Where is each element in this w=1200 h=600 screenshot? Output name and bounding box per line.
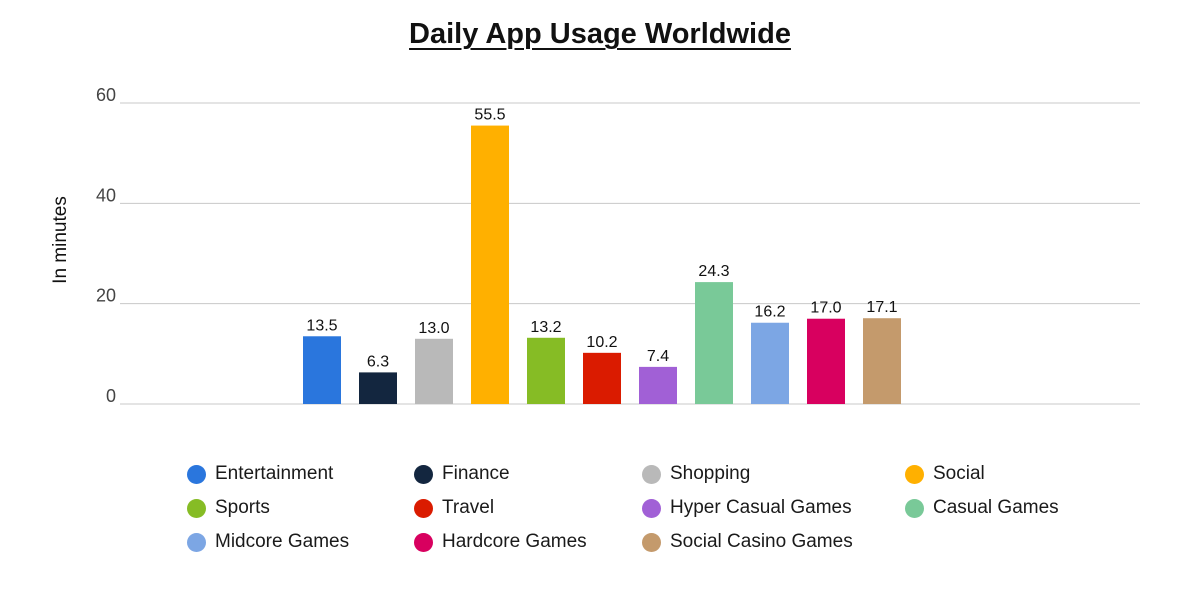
legend-swatch — [414, 498, 433, 518]
legend-item: Sports — [187, 496, 270, 520]
bar-social — [471, 125, 509, 404]
y-axis-ticks: 0 20 40 60 — [96, 85, 116, 406]
bar-hardcore-games — [807, 318, 845, 404]
legend-item: Finance — [414, 462, 510, 486]
data-labels: 13.5 6.3 13.0 55.5 13.2 10.2 7.4 24.3 16.2 17.0 17… — [306, 107, 897, 371]
legend-swatch — [905, 464, 924, 484]
legend-label: Finance — [442, 463, 510, 484]
bar-entertainment — [303, 336, 341, 404]
bar-finance — [359, 372, 397, 404]
legend-label: Entertainment — [215, 463, 334, 484]
legend-item: Casual Games — [905, 496, 1059, 520]
legend-swatch — [642, 532, 661, 552]
data-label: 13.5 — [306, 317, 337, 334]
gridlines — [120, 102, 1140, 405]
legend-label: Travel — [442, 497, 495, 518]
legend-item: Social — [905, 462, 985, 486]
bar-social-casino-games — [863, 318, 901, 404]
data-label: 55.5 — [474, 107, 505, 124]
legend-swatch — [187, 464, 206, 484]
legend-label: Social — [933, 463, 985, 484]
y-tick-label: 20 — [96, 286, 116, 306]
chart-title: Daily App Usage Worldwide — [409, 18, 791, 50]
bar-travel — [583, 352, 621, 404]
bar-midcore-games — [751, 322, 789, 404]
bar-hyper-casual-games — [639, 366, 677, 404]
bar-shopping — [415, 338, 453, 404]
bars — [303, 125, 901, 404]
legend-item: Hyper Casual Games — [642, 496, 852, 520]
y-tick-label: 40 — [96, 185, 116, 205]
data-label: 10.2 — [586, 334, 617, 351]
data-label: 7.4 — [647, 348, 669, 365]
data-label: 17.1 — [866, 299, 897, 316]
y-axis-label: In minutes — [50, 196, 71, 284]
bar-sports — [527, 337, 565, 404]
data-label: 6.3 — [367, 353, 389, 370]
y-tick-label: 60 — [96, 85, 116, 105]
legend-label: Casual Games — [933, 497, 1059, 518]
legend-label: Shopping — [670, 463, 751, 484]
legend-swatch — [905, 498, 924, 518]
legend-item: Entertainment — [187, 462, 333, 486]
legend-label: Social Casino Games — [670, 531, 853, 552]
legend-item: Hardcore Games — [414, 530, 587, 554]
legend-swatch — [187, 532, 206, 552]
legend-label: Hyper Casual Games — [670, 497, 852, 518]
bar-chart: 0 20 40 60 13.5 6.3 13.0 55.5 13.2 10.2 7.4 24.3 16… — [50, 85, 1140, 406]
legend-swatch — [187, 498, 206, 518]
legend-swatch — [642, 464, 661, 484]
data-label: 24.3 — [698, 263, 729, 280]
legend-swatch — [414, 532, 433, 552]
legend-swatch — [642, 498, 661, 518]
y-tick-label: 0 — [106, 386, 116, 406]
legend-item: Travel — [414, 496, 494, 520]
legend-swatch — [414, 464, 433, 484]
data-label: 16.2 — [754, 304, 785, 321]
data-label: 17.0 — [810, 300, 841, 317]
legend-label: Midcore Games — [215, 531, 350, 552]
legend-item: Shopping — [642, 462, 750, 486]
data-label: 13.0 — [418, 320, 449, 337]
legend-label: Hardcore Games — [442, 531, 587, 552]
bar-casual-games — [695, 282, 733, 404]
data-label: 13.2 — [530, 319, 561, 336]
legend-label: Sports — [215, 497, 270, 518]
legend-item: Midcore Games — [187, 530, 349, 554]
legend-item: Social Casino Games — [642, 530, 853, 554]
